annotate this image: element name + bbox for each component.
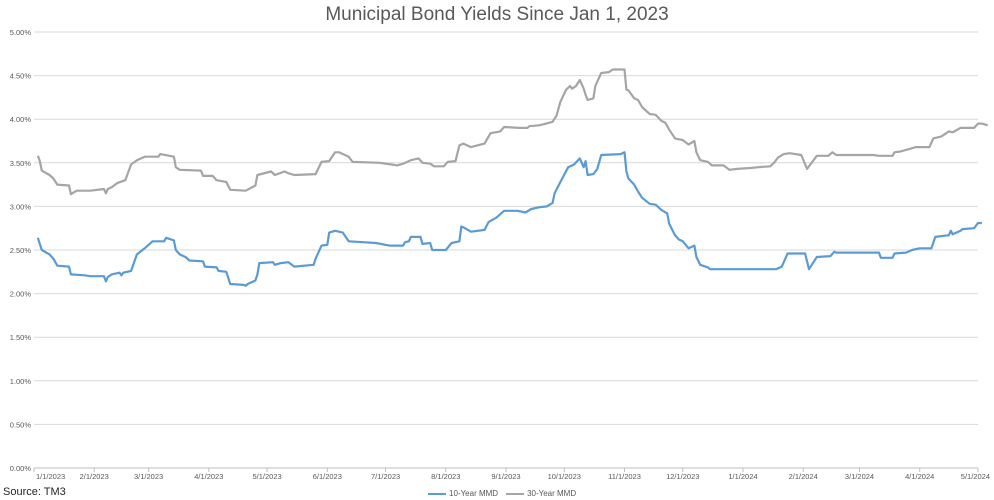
x-tick-label: 8/1/2023 bbox=[431, 472, 460, 481]
legend-label-30yr: 30-Year MMD bbox=[527, 489, 577, 498]
x-tick-label: 2/1/2024 bbox=[789, 472, 818, 481]
x-tick-label: 3/1/2024 bbox=[845, 472, 874, 481]
x-axis-ticks: 1/1/2023 2/1/2023 3/1/2023 4/1/2023 5/1/2023… bbox=[33, 468, 990, 481]
source-note: Source: TM3 bbox=[3, 486, 66, 498]
x-tick-label: 5/1/2024 bbox=[961, 472, 990, 481]
x-tick-label: 2/1/2023 bbox=[80, 472, 109, 481]
x-tick-label: 1/1/2023 bbox=[36, 472, 65, 481]
y-tick-label: 4.50% bbox=[10, 72, 32, 81]
legend-swatch-30yr bbox=[506, 492, 525, 495]
x-tick-label: 11/1/2023 bbox=[608, 472, 641, 481]
y-tick-label: 0.50% bbox=[10, 420, 32, 429]
legend: 10-Year MMD 30-Year MMD bbox=[428, 489, 576, 498]
y-tick-label: 2.00% bbox=[10, 290, 32, 299]
series-line-10yr bbox=[36, 151, 982, 287]
x-tick-label: 12/1/2023 bbox=[666, 472, 699, 481]
x-tick-label: 6/1/2023 bbox=[313, 472, 342, 481]
y-tick-label: 0.00% bbox=[10, 464, 32, 473]
x-tick-label: 4/1/2024 bbox=[905, 472, 934, 481]
y-tick-label: 4.00% bbox=[10, 115, 32, 124]
chart-title: Municipal Bond Yields Since Jan 1, 2023 bbox=[325, 4, 669, 25]
y-tick-label: 3.50% bbox=[10, 159, 32, 168]
x-tick-label: 7/1/2023 bbox=[371, 472, 400, 481]
y-tick-label: 2.50% bbox=[10, 246, 32, 255]
x-tick-label: 1/1/2024 bbox=[728, 472, 757, 481]
legend-swatch-10yr bbox=[428, 492, 446, 495]
y-tick-label: 1.00% bbox=[10, 377, 32, 386]
series-line-30yr bbox=[36, 68, 989, 196]
series-lines bbox=[36, 68, 989, 287]
y-tick-label: 3.00% bbox=[10, 202, 32, 211]
x-tick-label: 9/1/2023 bbox=[491, 472, 520, 481]
legend-item-30yr: 30-Year MMD bbox=[506, 489, 576, 498]
y-axis-ticks: 0.00% 0.50% 1.00% 1.50% 2.00% 2.50% 3.00% 3.50%… bbox=[10, 28, 32, 473]
x-tick-label: 3/1/2023 bbox=[134, 472, 163, 481]
y-tick-label: 1.50% bbox=[10, 333, 32, 342]
x-tick-label: 5/1/2023 bbox=[252, 472, 281, 481]
legend-label-10yr: 10-Year MMD bbox=[449, 489, 499, 498]
y-tick-label: 5.00% bbox=[10, 28, 32, 37]
legend-item-10yr: 10-Year MMD bbox=[428, 489, 498, 498]
x-tick-label: 4/1/2023 bbox=[194, 472, 223, 481]
x-tick-label: 10/1/2023 bbox=[548, 472, 581, 481]
